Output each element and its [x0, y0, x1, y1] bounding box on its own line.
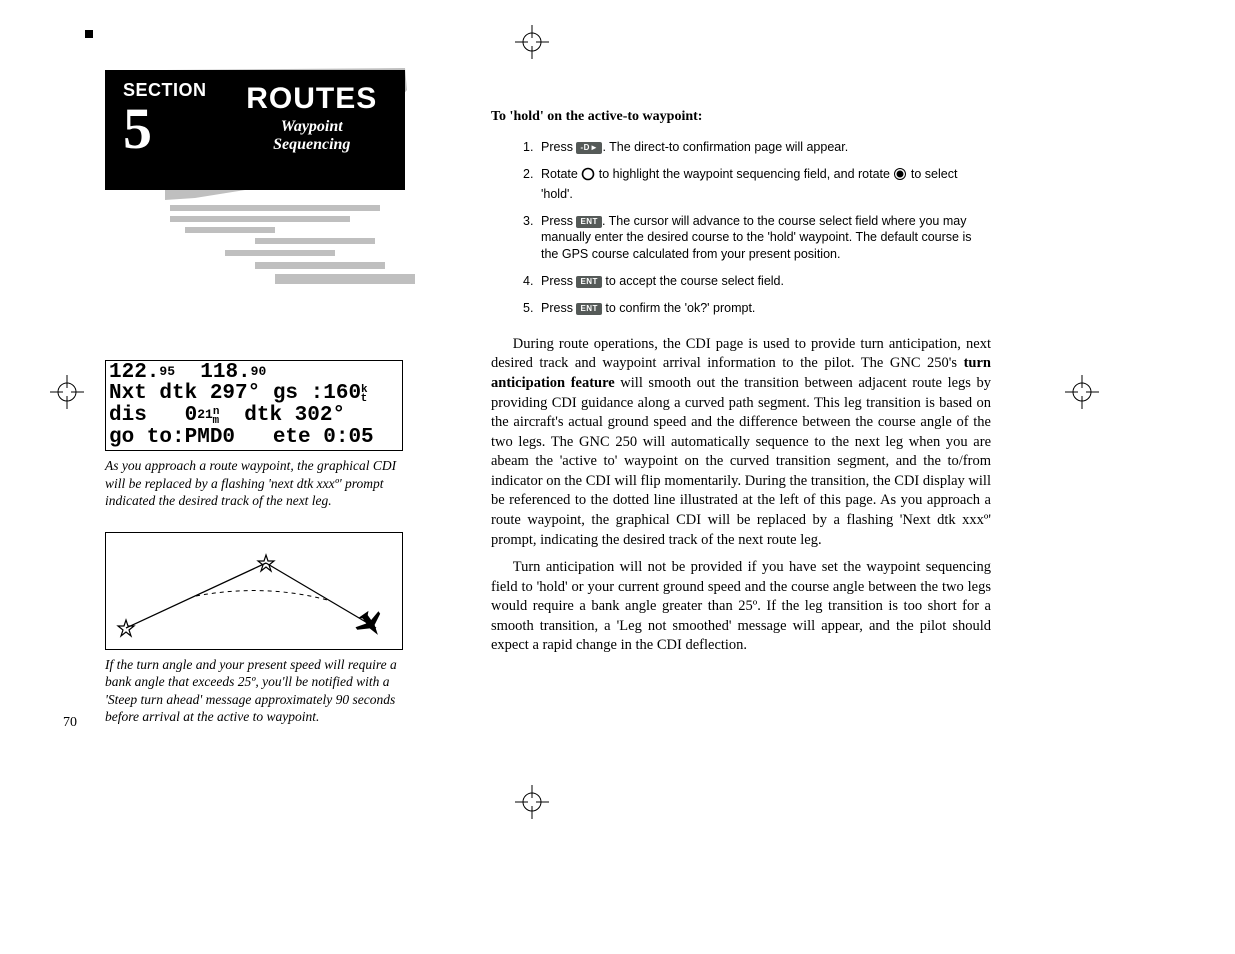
- lcd-display: 122.95 118.90 Nxt dtk 297° gs :160kt dis…: [105, 360, 403, 451]
- left-column: SECTION 5 ROUTES Waypoint Sequencing 122…: [105, 70, 405, 726]
- step-3: 3. Press ENT. The cursor will advance to…: [523, 213, 991, 264]
- step-2: 2. Rotate to highlight the waypoint sequ…: [523, 166, 991, 203]
- turn-diagram: [105, 532, 403, 650]
- body-paragraph-2: Turn anticipation will not be provided i…: [491, 558, 991, 656]
- section-subtitle: Waypoint Sequencing: [237, 118, 387, 155]
- ent-key: ENT: [576, 303, 602, 315]
- crop-mark-bottom: [515, 785, 549, 819]
- crop-mark-top: [515, 25, 549, 59]
- right-column: To 'hold' on the active-to waypoint: 1. …: [491, 108, 991, 664]
- ent-key: ENT: [576, 216, 602, 228]
- title-block: ROUTES Waypoint Sequencing: [237, 80, 387, 156]
- instruction-steps: 1. Press -D►. The direct-to confirmation…: [523, 139, 991, 317]
- page-number: 70: [63, 715, 77, 731]
- step-4: 4. Press ENT to accept the course select…: [523, 273, 991, 290]
- section-number: 5: [123, 101, 207, 156]
- ent-key: ENT: [576, 276, 602, 288]
- direct-to-key: -D►: [576, 142, 602, 154]
- section-title: ROUTES: [237, 82, 387, 116]
- section-header: SECTION 5 ROUTES Waypoint Sequencing: [105, 70, 405, 190]
- caption-1: As you approach a route waypoint, the gr…: [105, 457, 403, 510]
- body-paragraph-1: During route operations, the CDI page is…: [491, 335, 991, 550]
- step-5: 5. Press ENT to confirm the 'ok?' prompt…: [523, 300, 991, 317]
- outer-knob-icon: [581, 167, 595, 186]
- manual-page: SECTION 5 ROUTES Waypoint Sequencing 122…: [85, 30, 1145, 790]
- crop-mark-right: [1065, 375, 1099, 409]
- caption-2: If the turn angle and your present speed…: [105, 656, 403, 726]
- crop-mark-left: [50, 375, 84, 409]
- step-1: 1. Press -D►. The direct-to confirmation…: [523, 139, 991, 156]
- instruction-title: To 'hold' on the active-to waypoint:: [491, 108, 991, 127]
- crop-square: [85, 30, 93, 38]
- section-label: SECTION 5: [123, 80, 207, 156]
- inner-knob-icon: [893, 167, 907, 186]
